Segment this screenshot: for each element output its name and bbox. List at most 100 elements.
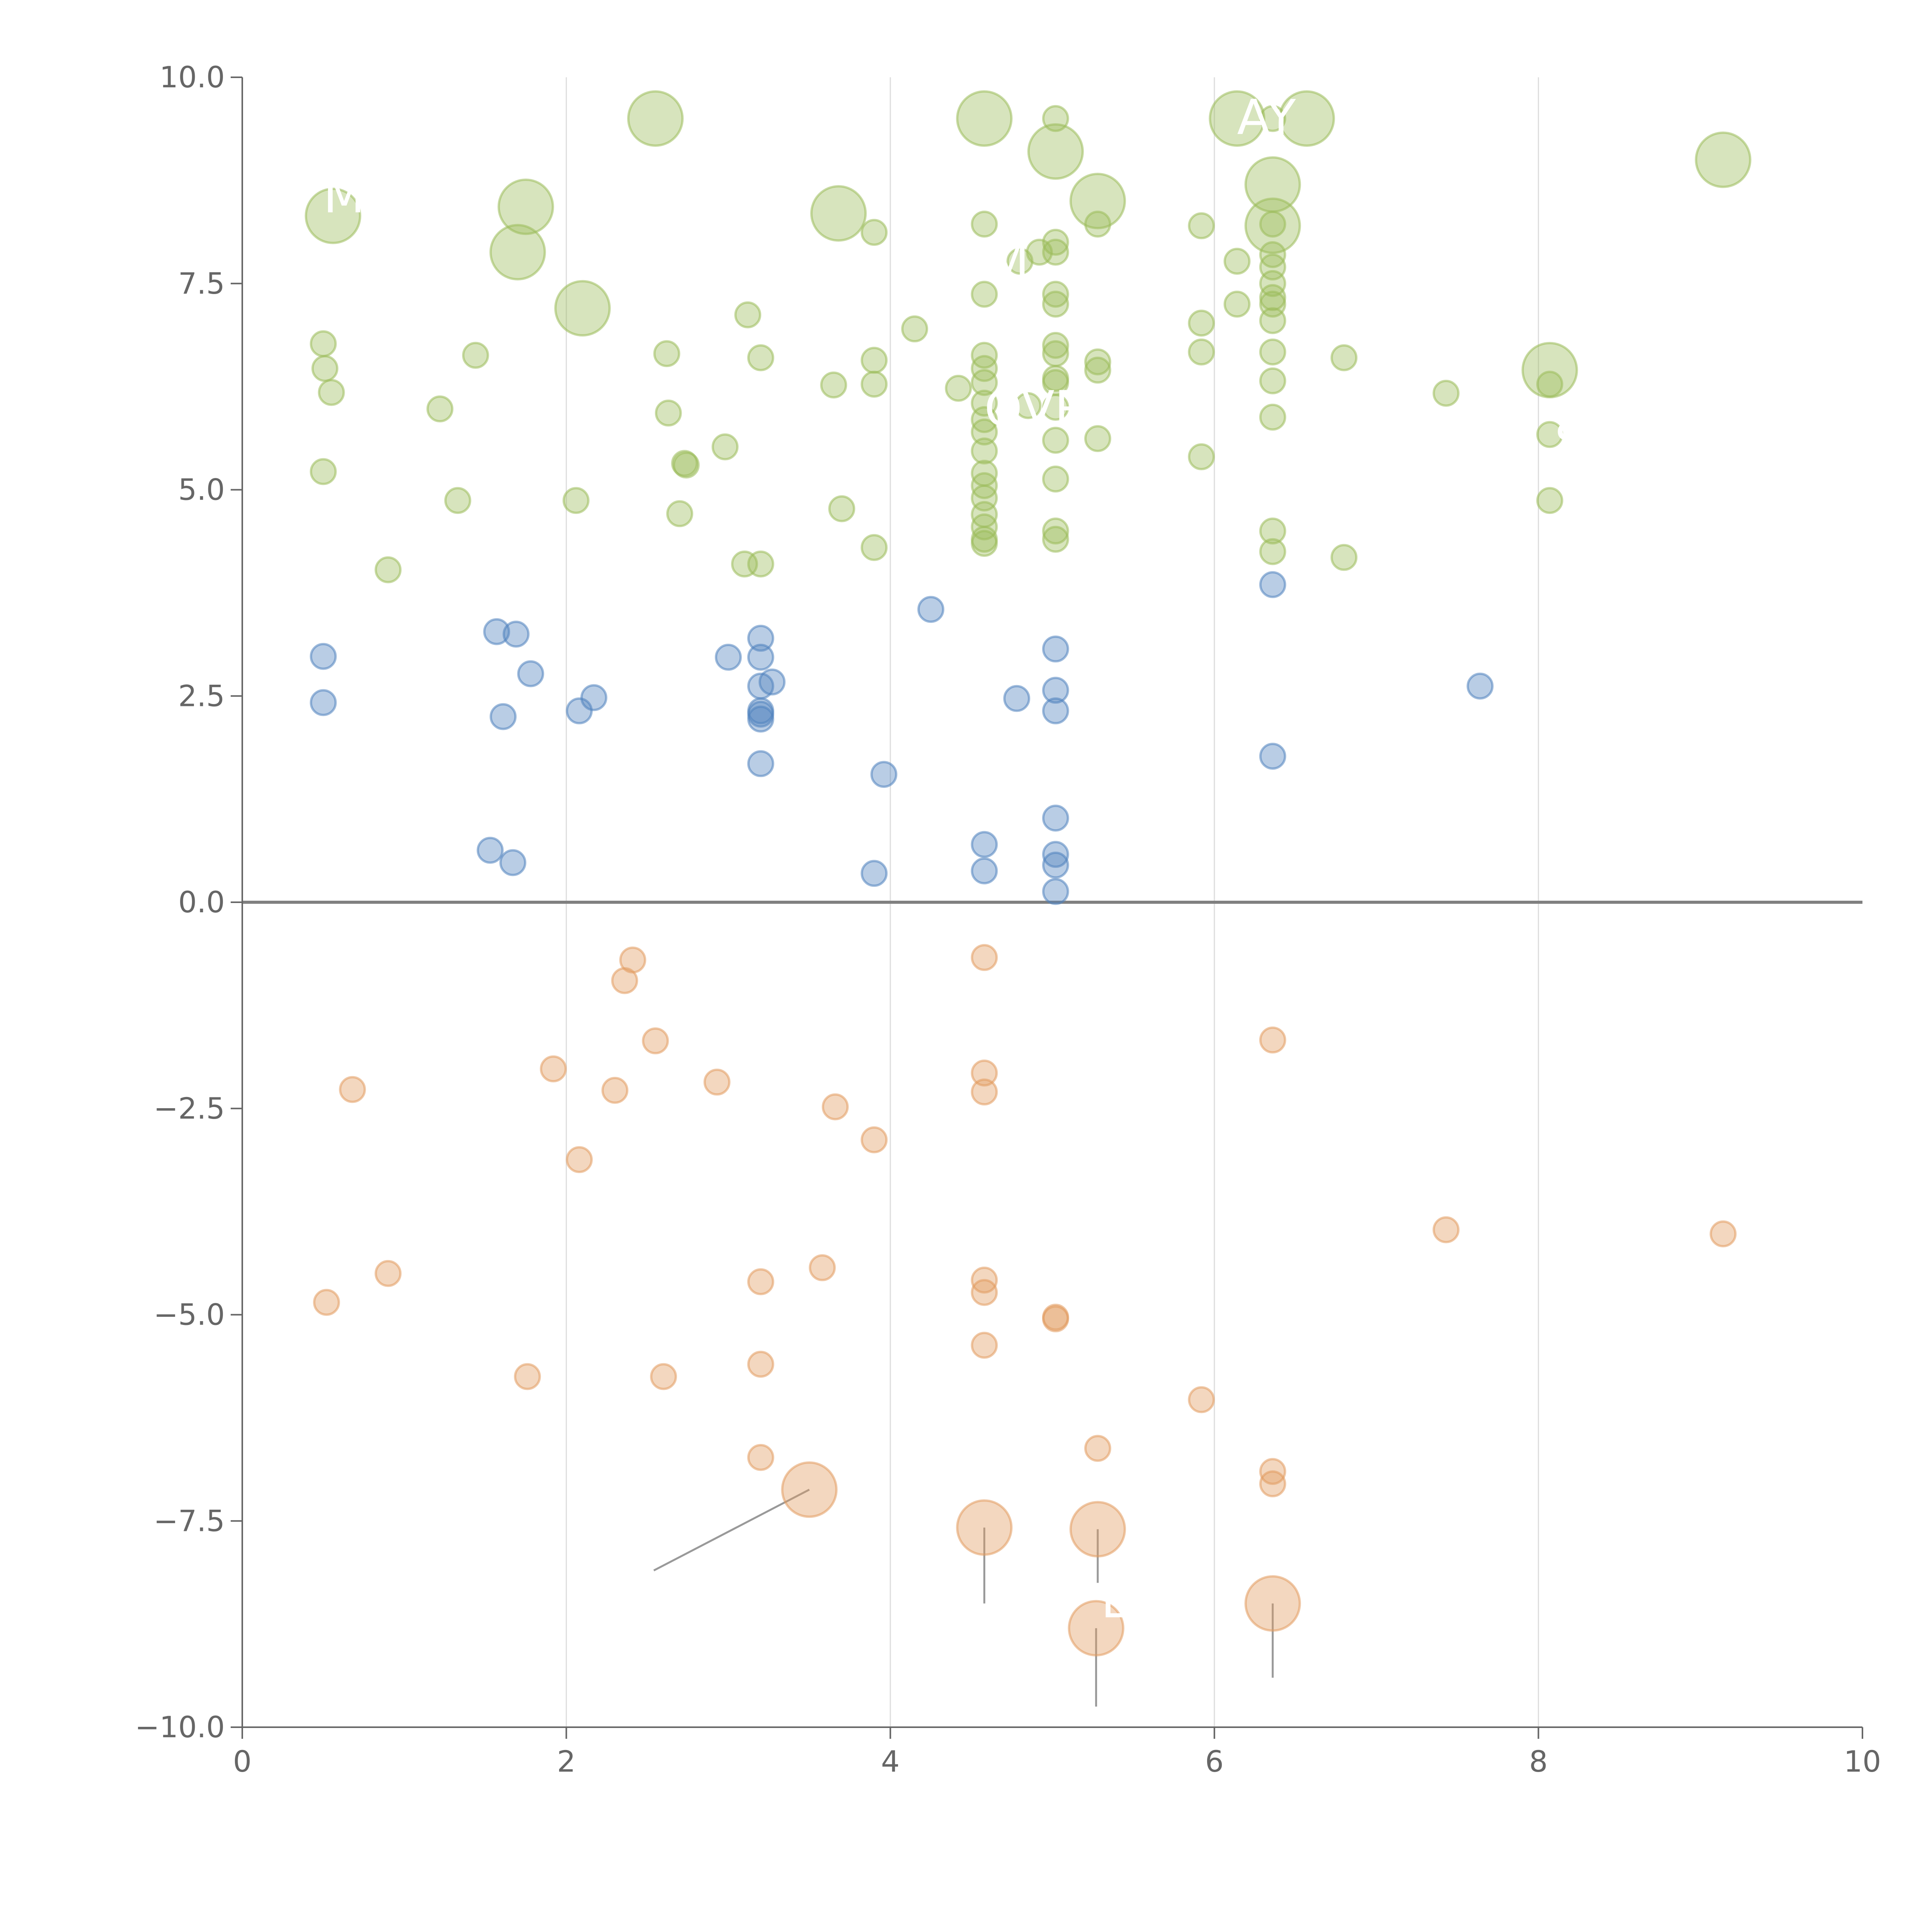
blue-point xyxy=(1042,804,1069,832)
green-point xyxy=(971,418,998,446)
y-tick-label: 5.0 xyxy=(178,473,225,507)
blue-point xyxy=(483,618,510,645)
green-point xyxy=(901,315,928,343)
green-point xyxy=(462,342,489,369)
green-point xyxy=(1042,332,1069,359)
green-point xyxy=(562,487,590,514)
green-point xyxy=(666,500,693,527)
orange-point xyxy=(1188,1386,1215,1413)
green-point xyxy=(1042,394,1069,421)
orange-point xyxy=(374,1260,402,1287)
green-point xyxy=(1259,211,1286,238)
green-point xyxy=(971,369,998,396)
green-point xyxy=(1259,105,1286,132)
blue-point xyxy=(1042,852,1069,879)
green-point xyxy=(1084,425,1111,452)
green-point xyxy=(1695,131,1752,188)
green-point xyxy=(1042,291,1069,318)
green-point xyxy=(1223,248,1251,275)
green-point xyxy=(1084,357,1111,384)
green-point xyxy=(304,187,361,244)
blue-point xyxy=(759,668,786,696)
green-point xyxy=(1259,538,1286,565)
green-point xyxy=(1042,238,1069,266)
green-point xyxy=(311,355,338,382)
green-point xyxy=(1223,291,1251,318)
annotation-label: L xyxy=(1101,1573,1128,1629)
green-point xyxy=(1259,517,1286,545)
green-point xyxy=(971,355,998,382)
green-point xyxy=(747,550,774,578)
green-point xyxy=(655,400,682,427)
y-tick-label: 10.0 xyxy=(160,60,225,94)
green-point xyxy=(310,458,337,485)
orange-point xyxy=(619,946,646,974)
orange-point xyxy=(956,1499,1013,1556)
green-point xyxy=(861,534,888,561)
x-tick-label: 10 xyxy=(1844,1744,1881,1779)
orange-point xyxy=(861,1126,888,1153)
blue-point xyxy=(476,837,504,864)
orange-point xyxy=(971,1332,998,1359)
y-tick-label: −2.5 xyxy=(153,1091,225,1126)
blue-point xyxy=(747,624,774,652)
green-point xyxy=(1042,105,1069,132)
green-point xyxy=(828,495,855,522)
green-point xyxy=(1084,211,1111,238)
orange-point xyxy=(971,944,998,971)
blue-point xyxy=(1042,697,1069,724)
orange-point xyxy=(781,1461,838,1518)
green-point xyxy=(820,371,847,399)
y-tick-label: 7.5 xyxy=(178,266,225,301)
green-point xyxy=(971,281,998,308)
blue-point xyxy=(1259,743,1286,770)
x-tick-label: 4 xyxy=(881,1744,900,1779)
orange-point xyxy=(514,1363,541,1390)
green-point xyxy=(1536,421,1563,448)
annotation-label: OVR xyxy=(984,381,1088,437)
green-point xyxy=(1259,270,1286,297)
green-point xyxy=(310,330,337,357)
orange-point xyxy=(650,1363,677,1390)
orange-point xyxy=(1432,1216,1460,1243)
orange-point xyxy=(1068,1600,1124,1656)
green-point xyxy=(1432,379,1460,407)
blue-point xyxy=(747,706,774,733)
orange-point xyxy=(747,1444,774,1471)
annotation-label: M xyxy=(988,234,1029,290)
green-point xyxy=(489,224,546,281)
green-point xyxy=(1014,392,1042,419)
green-point xyxy=(1188,212,1215,240)
green-point xyxy=(861,347,888,374)
orange-point xyxy=(1709,1220,1737,1248)
data-points xyxy=(304,90,1752,1656)
green-point xyxy=(1042,526,1069,553)
orange-point xyxy=(703,1068,731,1096)
green-point xyxy=(747,344,774,371)
orange-point xyxy=(642,1027,669,1054)
annotation-label: AY xyxy=(1237,90,1296,146)
blue-point xyxy=(1042,635,1069,663)
green-point xyxy=(1536,487,1563,514)
y-tick-label: 2.5 xyxy=(178,679,225,713)
blue-point xyxy=(715,644,742,671)
green-point xyxy=(1069,173,1126,230)
orange-point xyxy=(971,1060,998,1087)
green-point xyxy=(1259,403,1286,431)
blue-point xyxy=(1042,878,1069,905)
orange-point xyxy=(821,1093,849,1121)
green-point xyxy=(1027,123,1084,180)
y-tick-label: −7.5 xyxy=(153,1503,225,1538)
green-point xyxy=(1259,284,1286,311)
blue-point xyxy=(502,621,530,648)
x-tick-label: 8 xyxy=(1529,1744,1548,1779)
green-point xyxy=(861,219,888,246)
blue-point xyxy=(310,643,337,670)
blue-point xyxy=(747,644,774,671)
green-point xyxy=(627,90,684,147)
orange-point xyxy=(809,1254,836,1281)
green-point xyxy=(1042,340,1069,367)
annotations: MI AY M OVR S L xyxy=(323,90,1585,1629)
orange-point xyxy=(971,1078,998,1105)
green-point xyxy=(1244,197,1301,254)
